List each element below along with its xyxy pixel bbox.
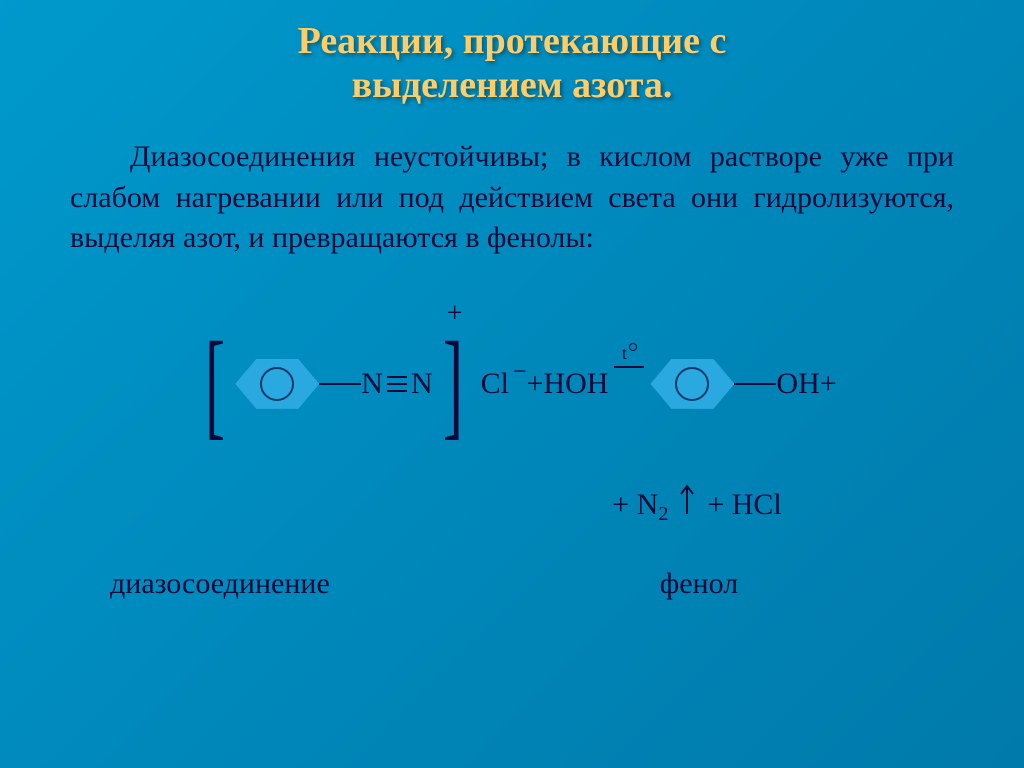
nitrogen-gas-sub: 2	[658, 503, 668, 526]
benzene-inner-circle	[675, 367, 709, 401]
slide-title: Реакции, протекающие с выделением азота.	[60, 20, 964, 107]
chloride: Cl	[481, 367, 509, 400]
title-line-1: Реакции, протекающие с	[298, 20, 727, 62]
label-diazo: диазосоединение	[110, 567, 330, 601]
plus-sign-1: +	[527, 367, 544, 401]
counter-ion: Cl−	[481, 367, 527, 401]
diazonium-bracket: + [ N N ]	[187, 324, 480, 444]
nitrogen-gas: N2	[637, 488, 669, 522]
nitrogen-1: N	[361, 367, 383, 401]
reaction-equation: + [ N N ] Cl− + HOH t	[60, 299, 964, 469]
heat-t: t	[622, 343, 637, 364]
heat-t-letter: t	[622, 343, 627, 364]
heat-underline	[614, 366, 644, 368]
nitrogen-2: N	[411, 367, 433, 401]
bond-line-icon	[319, 383, 361, 385]
benzene-inner-circle	[260, 367, 294, 401]
chloride-charge: −	[513, 359, 527, 385]
label-phenol: фенол	[660, 567, 738, 601]
slide-paragraph: Диазосоединения неустойчивы; в кислом ра…	[60, 137, 964, 259]
reaction-line-2: + N2 + HCl	[430, 484, 964, 522]
water-molecule: HOH	[543, 367, 608, 401]
hcl-molecule: HCl	[732, 488, 782, 521]
degree-icon	[629, 343, 637, 351]
nitrogen-gas-n: N	[637, 488, 659, 522]
hydroxyl: OH	[776, 367, 819, 401]
title-line-2: выделением азота.	[352, 64, 673, 106]
bond-line-icon	[734, 383, 776, 385]
plus-sign-3: +	[707, 488, 724, 521]
labels-row: диазосоединение фенол	[60, 567, 964, 601]
triple-bond-icon	[387, 376, 407, 392]
plus-sign-2: +	[612, 488, 636, 521]
phenol-product: OH +	[650, 359, 836, 409]
benzene-ring-icon	[650, 359, 734, 409]
benzene-ring-icon	[235, 359, 319, 409]
left-bracket: [	[205, 344, 225, 424]
gas-arrow-icon	[680, 484, 694, 514]
right-bracket: ]	[443, 344, 463, 424]
heat-condition-icon: t	[614, 343, 644, 368]
slide-container: Реакции, протекающие с выделением азота.…	[0, 0, 1024, 768]
trailing-plus: +	[820, 367, 837, 401]
